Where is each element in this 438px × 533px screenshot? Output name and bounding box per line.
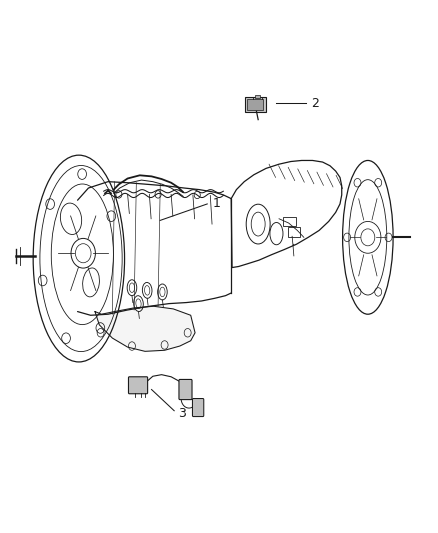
FancyBboxPatch shape <box>247 99 263 110</box>
FancyBboxPatch shape <box>192 399 204 417</box>
FancyBboxPatch shape <box>245 97 265 112</box>
Text: 3: 3 <box>178 407 186 421</box>
FancyBboxPatch shape <box>254 95 260 99</box>
FancyBboxPatch shape <box>128 377 148 394</box>
Text: 1: 1 <box>213 197 221 211</box>
Polygon shape <box>95 306 195 351</box>
Text: 2: 2 <box>311 96 319 110</box>
FancyBboxPatch shape <box>179 379 192 400</box>
